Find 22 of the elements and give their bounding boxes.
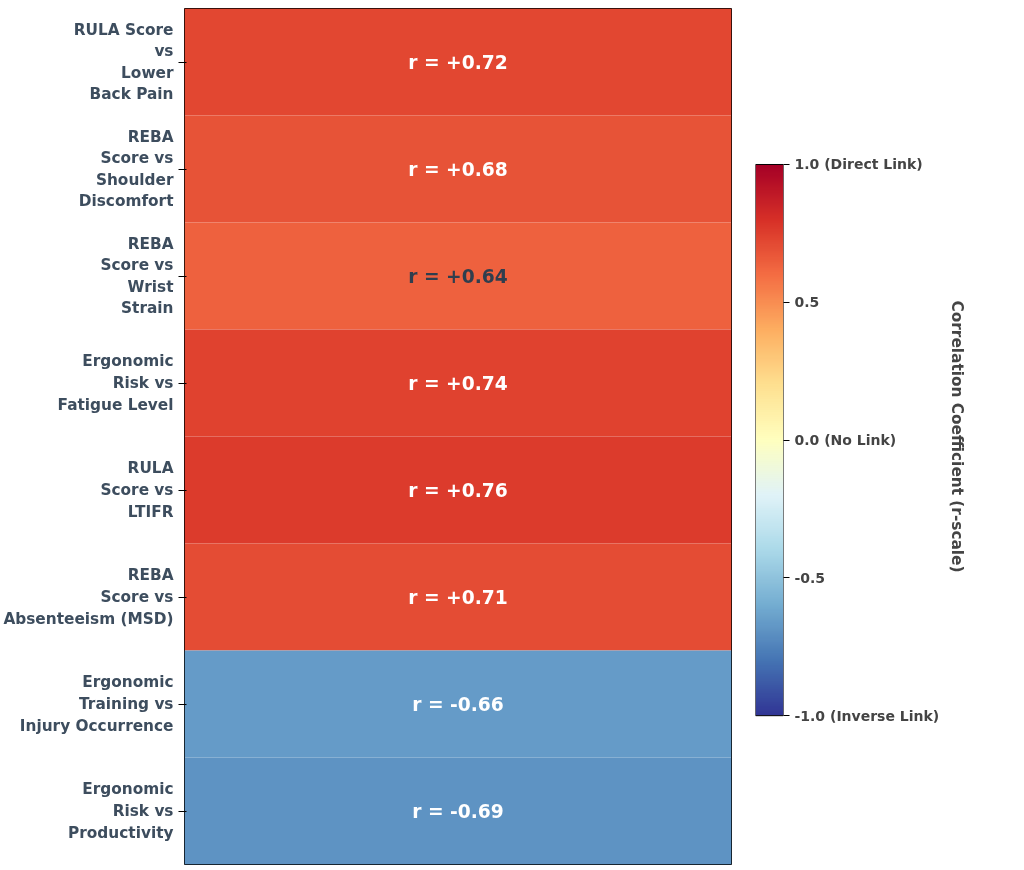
color-bar-label: 0.5 (794, 294, 820, 311)
data-label: r = -0.69 (412, 800, 504, 822)
data-label: r = +0.74 (408, 372, 508, 394)
y-tick-label: RULA Score vs LTIFR (100, 459, 174, 521)
data-label: r = +0.64 (408, 265, 508, 287)
y-tick-label: RULA Score vs Lower Back Pain (73, 20, 174, 104)
color-bar-title: Correlation Coefficient (r-scale) (947, 300, 966, 573)
data-label: r = +0.71 (408, 586, 508, 608)
color-bar-label: -0.5 (794, 569, 826, 586)
data-label: r = +0.68 (408, 158, 508, 180)
y-tick-label: REBA Score vs Wrist Strain (100, 234, 174, 318)
color-bar-label: 0.0 (No Link) (794, 432, 897, 449)
y-tick-label: REBA Score vs Shoulder Discomfort (78, 127, 174, 211)
data-label: r = +0.72 (408, 51, 508, 73)
y-tick-label: Ergonomic Training vs Injury Occurrence (19, 673, 174, 735)
y-tick-label: Ergonomic Risk vs Productivity (68, 780, 174, 842)
data-label: r = -0.66 (412, 693, 504, 715)
color-bar-label: -1.0 (Inverse Link) (794, 707, 940, 724)
data-label: r = +0.76 (408, 479, 508, 501)
y-tick-label: Ergonomic Risk vs Fatigue Level (57, 352, 174, 414)
y-tick-label: REBA Score vs Absenteeism (MSD) (3, 566, 174, 628)
color-bar-label: 1.0 (Direct Link) (794, 156, 923, 173)
